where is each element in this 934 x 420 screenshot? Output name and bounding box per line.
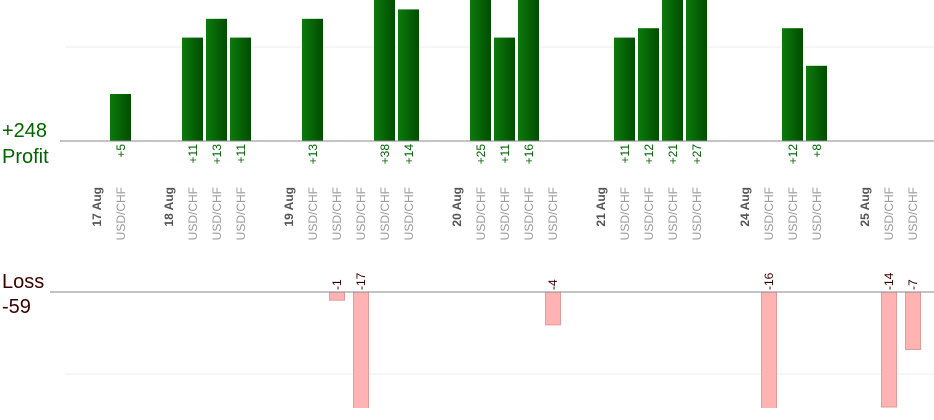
loss-total: -59	[2, 296, 31, 318]
x-tick-label: USD/CHF	[546, 187, 560, 240]
value-label: +11	[234, 144, 248, 164]
value-label: +25	[474, 144, 488, 165]
x-tick-label: USD/CHF	[402, 187, 416, 240]
value-label: +12	[642, 144, 656, 165]
loss-bar	[881, 292, 897, 408]
x-tick-label: USD/CHF	[786, 187, 800, 240]
x-tick-label: USD/CHF	[378, 187, 392, 240]
value-label: +11	[186, 144, 200, 164]
profit-title: Profit	[2, 146, 49, 168]
x-tick-label: USD/CHF	[522, 187, 536, 240]
value-label: +13	[306, 144, 320, 165]
value-label: +8	[810, 144, 824, 158]
x-tick-label: USD/CHF	[234, 187, 248, 240]
value-label: -1	[330, 279, 344, 290]
value-label: +11	[618, 144, 632, 164]
x-tick-label: 21 Aug	[594, 187, 608, 227]
x-tick-label: USD/CHF	[474, 187, 488, 240]
value-label: +14	[402, 144, 416, 165]
x-tick-label: USD/CHF	[882, 187, 896, 240]
profit-bar	[110, 94, 131, 141]
x-tick-label: USD/CHF	[618, 187, 632, 240]
x-tick-label: USD/CHF	[306, 187, 320, 240]
x-tick-label: USD/CHF	[810, 187, 824, 240]
profit-bar	[638, 28, 659, 141]
loss-title: Loss	[2, 271, 44, 293]
loss-bar	[545, 292, 561, 326]
x-tick-label: 19 Aug	[282, 187, 296, 227]
x-tick-label: 20 Aug	[450, 187, 464, 227]
profit-bar	[374, 0, 395, 141]
x-tick-label: USD/CHF	[642, 187, 656, 240]
profit-bar	[662, 0, 683, 141]
profit-bar	[518, 0, 539, 141]
value-label: +5	[114, 144, 128, 158]
x-tick-label: USD/CHF	[114, 187, 128, 240]
x-tick-label: USD/CHF	[498, 187, 512, 240]
value-label: -7	[906, 279, 920, 290]
profit-bar	[470, 0, 491, 141]
x-tick-label: USD/CHF	[906, 187, 920, 240]
value-label: +12	[786, 144, 800, 165]
x-tick-label: USD/CHF	[330, 187, 344, 240]
value-label: -16	[762, 272, 776, 290]
value-label: +13	[210, 144, 224, 165]
x-tick-label: 24 Aug	[738, 187, 752, 227]
profit-total: +248	[2, 120, 47, 142]
value-label: -14	[882, 272, 896, 290]
value-label: -4	[546, 279, 560, 290]
profit-bar	[782, 28, 803, 141]
loss-bars	[329, 292, 921, 408]
profit-bar	[686, 0, 707, 141]
loss-bar	[353, 292, 369, 408]
profit-bars	[110, 0, 827, 141]
x-tick-label: USD/CHF	[186, 187, 200, 240]
value-label: +16	[522, 144, 536, 165]
x-tick-label: USD/CHF	[666, 187, 680, 240]
x-tick-label: 18 Aug	[162, 187, 176, 227]
loss-bar	[761, 292, 777, 408]
value-label: +27	[690, 144, 704, 165]
value-label: +21	[666, 144, 680, 165]
x-tick-label: USD/CHF	[210, 187, 224, 240]
profit-bar	[614, 37, 635, 141]
profit-bar	[206, 18, 227, 141]
loss-bar	[905, 292, 921, 350]
value-label: +38	[378, 144, 392, 165]
x-tick-label: USD/CHF	[354, 187, 368, 240]
profit-bar	[806, 65, 827, 141]
profit-bar	[494, 37, 515, 141]
x-tick-label: 17 Aug	[90, 187, 104, 227]
profit-bar	[182, 37, 203, 141]
x-tick-label: USD/CHF	[762, 187, 776, 240]
profit-bar	[230, 37, 251, 141]
value-label: -17	[354, 272, 368, 290]
profit-bar	[302, 18, 323, 141]
value-label: +11	[498, 144, 512, 164]
x-tick-label: USD/CHF	[690, 187, 704, 240]
loss-bar	[329, 292, 345, 301]
x-tick-label: 25 Aug	[858, 187, 872, 227]
profit-bar	[398, 9, 419, 141]
